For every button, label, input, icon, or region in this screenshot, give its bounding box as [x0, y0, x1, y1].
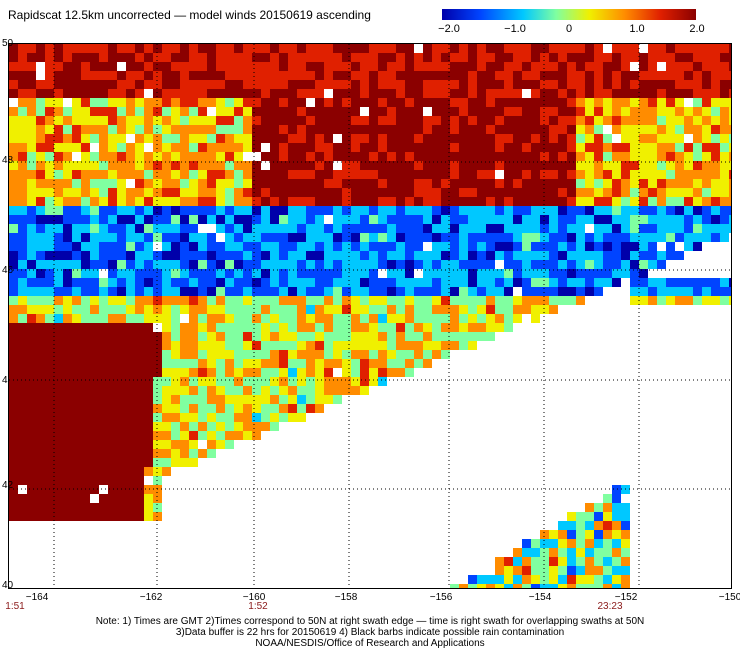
lon-label: −162	[139, 592, 163, 603]
lon-label: −160	[242, 592, 266, 603]
color-scale-bar	[442, 9, 696, 20]
lon-label: −152	[614, 592, 638, 603]
swath-time-label: 1:51	[5, 601, 25, 612]
lat-label: 40	[2, 580, 14, 591]
colorbar-tick-label: −1.0	[504, 23, 526, 35]
wind-difference-map	[9, 44, 731, 588]
lat-label: 4	[2, 375, 8, 386]
lon-label: −156	[429, 592, 453, 603]
lat-label: 42	[2, 480, 14, 491]
lat-label: 50	[2, 38, 14, 49]
graticule-grid	[9, 44, 731, 588]
lon-label: −164	[25, 592, 49, 603]
note-line-2: 3)Data buffer is 22 hrs for 20150619 4) …	[175, 627, 565, 638]
lon-label: −158	[334, 592, 358, 603]
note-line-1: Note: 1) Times are GMT 2)Times correspon…	[95, 616, 645, 627]
colorbar-tick-label: 1.0	[629, 23, 645, 35]
swath-time-label: 23:23	[597, 601, 623, 612]
note-line-3: NOAA/NESDIS/Office of Research and Appli…	[255, 638, 485, 649]
colorbar-tick-label: −2.0	[438, 23, 460, 35]
page-title: Rapidscat 12.5km uncorrected — model win…	[8, 8, 371, 22]
colorbar-tick-label: 2.0	[689, 23, 705, 35]
data-cells	[9, 44, 731, 588]
lon-label: −154	[528, 592, 552, 603]
map-frame	[8, 43, 732, 589]
swath-time-label: 1:52	[248, 601, 268, 612]
colorbar-tick-label: 0	[565, 23, 573, 35]
lon-label: −150	[718, 592, 740, 603]
lat-label: 48	[2, 155, 14, 166]
lat-label: 46	[2, 265, 14, 276]
